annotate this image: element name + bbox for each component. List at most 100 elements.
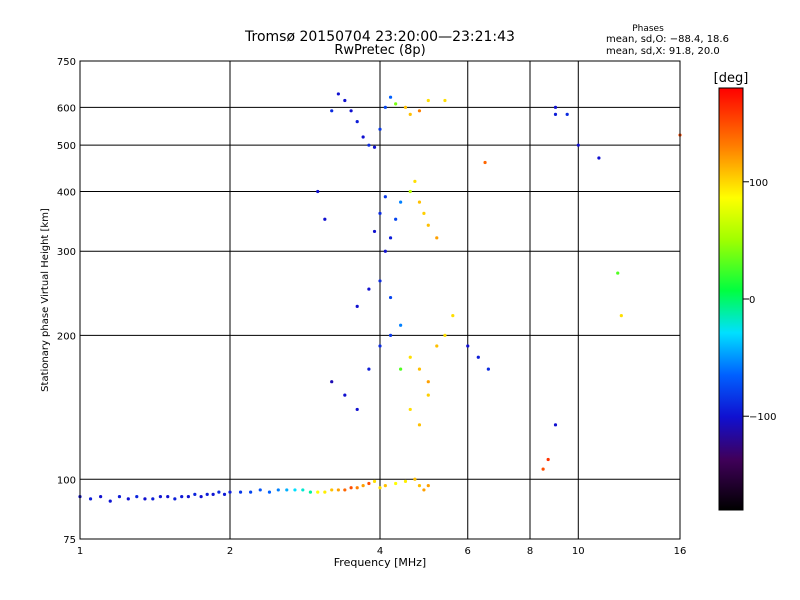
x-axis-ticks: 1 2 4 6 8 10 16 (77, 546, 687, 557)
data-point (399, 200, 403, 204)
y-tick-label: 75 (63, 535, 76, 546)
data-point (553, 112, 558, 116)
data-point (408, 355, 412, 359)
data-point (383, 484, 387, 488)
data-point (126, 497, 130, 501)
data-point (466, 344, 470, 348)
data-point (388, 295, 393, 300)
data-point (249, 490, 253, 494)
x-tick-label: 1 (77, 546, 83, 557)
data-point (180, 494, 184, 499)
data-point (616, 271, 620, 275)
y-tick-label: 500 (57, 141, 76, 152)
data-point (417, 109, 422, 113)
data-point (443, 333, 447, 337)
data-point (323, 490, 327, 494)
data-point (217, 490, 221, 494)
data-point (576, 143, 580, 147)
y-tick-label: 750 (57, 57, 76, 68)
x-axis-label: Frequency [MHz] (334, 556, 426, 569)
data-point (388, 236, 393, 240)
colorbar-tick-label: 100 (749, 178, 768, 189)
data-point (316, 490, 320, 494)
y-axis-ticks: 75 100 200 300 400 500 600 750 (57, 57, 76, 546)
data-point (108, 499, 112, 503)
data-point (238, 490, 243, 494)
plot-frame (79, 60, 681, 540)
data-point (228, 490, 232, 494)
data-point (394, 481, 398, 486)
data-point (355, 304, 359, 308)
data-point (388, 333, 393, 337)
data-point (403, 105, 408, 109)
data-point (541, 467, 545, 471)
data-point (222, 492, 227, 496)
colorbar-ticks: −100 0 100 (743, 178, 776, 423)
data-point (205, 492, 209, 496)
y-tick-label: 300 (57, 247, 76, 258)
y-tick-label: 200 (57, 331, 76, 342)
data-point (258, 488, 262, 492)
data-point (426, 484, 430, 488)
data-point (417, 367, 422, 371)
data-point (267, 490, 272, 494)
data-point (367, 143, 371, 147)
data-point (388, 95, 393, 99)
data-point (367, 287, 371, 291)
data-point (367, 481, 371, 486)
data-point (117, 494, 122, 499)
chart-title: Tromsø 20150704 23:20:00—23:21:43 (244, 29, 515, 45)
data-point (422, 488, 426, 492)
data-point (355, 120, 359, 124)
data-point (413, 477, 417, 481)
data-point (330, 109, 334, 113)
data-point (349, 109, 353, 113)
data-point (553, 105, 558, 109)
data-point (199, 494, 203, 499)
data-point (383, 249, 387, 253)
y-tick-label: 600 (57, 103, 76, 114)
data-point (403, 479, 408, 483)
x-tick-label: 10 (572, 546, 585, 557)
data-point (355, 407, 359, 412)
data-point (343, 393, 347, 397)
data-point (343, 488, 347, 492)
data-point (378, 211, 382, 215)
data-point (435, 236, 439, 240)
data-point (417, 484, 422, 488)
data-point (336, 488, 340, 492)
colorbar (719, 88, 743, 510)
data-point (372, 145, 377, 149)
data-point (378, 279, 382, 283)
data-point (476, 355, 480, 359)
data-point (166, 494, 170, 499)
data-point (173, 497, 177, 501)
data-point (399, 367, 403, 371)
data-point (378, 127, 382, 131)
data-point (158, 494, 163, 499)
data-point (378, 344, 382, 348)
data-point (394, 217, 398, 221)
data-point (361, 135, 365, 139)
data-point (361, 484, 365, 488)
data-point (88, 497, 93, 501)
data-point (336, 92, 340, 96)
data-point (553, 423, 558, 427)
data-point (443, 98, 447, 103)
data-point (426, 393, 430, 397)
data-point (435, 344, 439, 348)
data-point (483, 160, 487, 165)
data-point (372, 229, 377, 234)
data-point (99, 494, 103, 499)
legend-title: Phases (632, 24, 664, 34)
data-points (78, 92, 682, 503)
data-point (486, 367, 490, 371)
data-point (426, 380, 430, 384)
data-point (151, 497, 155, 501)
data-point (323, 217, 327, 221)
data-point (211, 492, 215, 496)
data-point (408, 189, 412, 194)
y-tick-label: 100 (57, 475, 76, 486)
data-point (383, 195, 387, 199)
